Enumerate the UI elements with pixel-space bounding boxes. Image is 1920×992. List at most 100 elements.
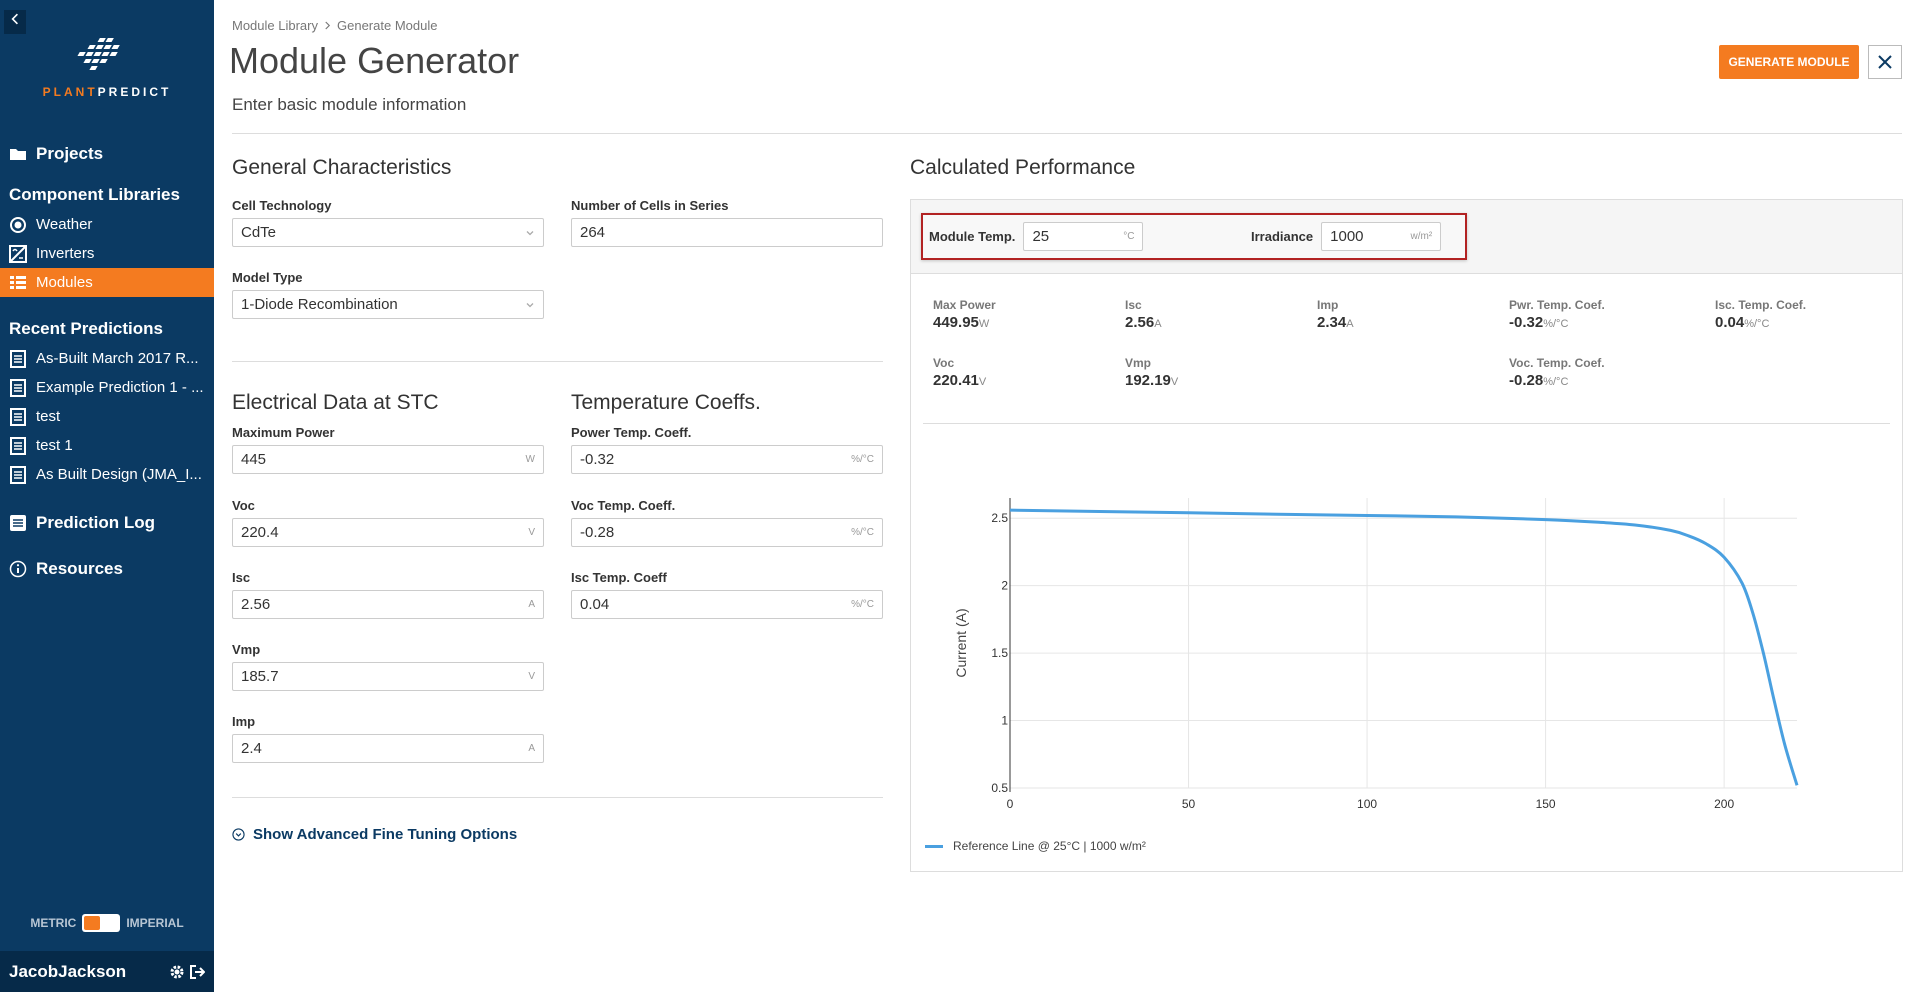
document-icon [9, 465, 27, 484]
module-temp-label: Module Temp. [929, 229, 1016, 244]
folder-icon [9, 145, 27, 163]
stat-isc: Isc 2.56A [1125, 298, 1162, 331]
nav-recent-predictions: Recent Predictions As-Built March 2017 R… [0, 314, 214, 489]
model-type-field: Model Type 1-Diode Recombination [232, 270, 544, 319]
recent-prediction-item[interactable]: As Built Design (JMA_I... [0, 460, 214, 489]
module-temp-group: Module Temp. 25 °C [929, 222, 1144, 251]
legend-swatch [925, 844, 943, 848]
close-icon [1878, 55, 1892, 69]
recent-predictions-heading: Recent Predictions [9, 319, 163, 338]
power-temp-coeff-input[interactable]: -0.32 %/°C [571, 445, 883, 474]
nav-projects[interactable]: Projects [0, 139, 214, 169]
vmp-label: Vmp [232, 642, 261, 657]
voc-temp-coeff-input[interactable]: -0.28 %/°C [571, 518, 883, 547]
cell-technology-label: Cell Technology [232, 198, 332, 213]
recent-prediction-item[interactable]: Example Prediction 1 - ... [0, 373, 214, 402]
isc-temp-coeff-input[interactable]: 0.04 %/°C [571, 590, 883, 619]
generate-module-button[interactable]: GENERATE MODULE [1719, 45, 1859, 79]
legend-label: Reference Line @ 25°C | 1000 w/m² [953, 839, 1146, 853]
page-title: Module Generator [229, 40, 520, 81]
module-temp-input[interactable]: 25 °C [1023, 222, 1144, 251]
power-temp-coeff-label: Power Temp. Coeff. [571, 425, 692, 440]
nav-main: Projects [0, 139, 214, 169]
imp-input[interactable]: 2.4 A [232, 734, 544, 763]
isc-label: Isc [232, 570, 251, 585]
recent-prediction-item[interactable]: As-Built March 2017 R... [0, 344, 214, 373]
nav-item-inverters[interactable]: Inverters [0, 239, 214, 268]
gear-icon[interactable] [169, 964, 185, 980]
metric-label: METRIC [30, 916, 77, 930]
weather-icon [9, 216, 27, 234]
chevron-left-icon [11, 13, 18, 25]
y-tick-label: 0.5 [991, 781, 1008, 795]
user-bar: JacobJackson [0, 951, 214, 992]
main-content: Module Library Generate Module Module Ge… [214, 0, 1920, 992]
y-tick-label: 1.5 [991, 646, 1008, 660]
performance-panel: Module Temp. 25 °C Irradiance 1000 w/m² Ma… [910, 199, 1903, 872]
model-type-label: Model Type [232, 270, 303, 285]
chevron-down-icon [526, 230, 534, 235]
stat-voc: Voc 220.41V [933, 356, 987, 389]
maximum-power-input[interactable]: 445 W [232, 445, 544, 474]
show-advanced-options-link[interactable]: Show Advanced Fine Tuning Options [232, 826, 517, 843]
cell-technology-select[interactable]: CdTe [232, 218, 544, 247]
cell-technology-field: Cell Technology CdTe [232, 198, 544, 247]
nav-item-modules[interactable]: Modules [0, 268, 214, 297]
nav-prediction-log-section: Prediction Log [0, 508, 214, 538]
chevron-circle-down-icon [232, 828, 245, 841]
modules-icon [9, 274, 27, 292]
info-icon [9, 560, 27, 578]
voc-field: Voc 220.4 V [232, 498, 544, 547]
collapse-sidebar-button[interactable] [4, 10, 26, 34]
recent-prediction-item[interactable]: test 1 [0, 431, 214, 460]
unit-toggle: METRIC IMPERIAL [0, 914, 214, 932]
nav-prediction-log[interactable]: Prediction Log [0, 508, 214, 538]
irradiance-group: Irradiance 1000 w/m² [1251, 222, 1442, 251]
stat-max-power: Max Power 449.95W [933, 298, 996, 331]
cells-in-series-field: Number of Cells in Series 264 [571, 198, 883, 247]
nav-resources-section: Resources [0, 554, 214, 584]
model-type-select[interactable]: 1-Diode Recombination [232, 290, 544, 319]
document-icon [9, 378, 27, 397]
voc-input[interactable]: 220.4 V [232, 518, 544, 547]
stat-pwr-temp-coef: Pwr. Temp. Coef. -0.32%/°C [1509, 298, 1605, 331]
isc-temp-coeff-field: Isc Temp. Coeff 0.04 %/°C [571, 570, 883, 619]
stat-isc-temp-coef: Isc. Temp. Coef. 0.04%/°C [1715, 298, 1807, 331]
vmp-field: Vmp 185.7 V [232, 642, 544, 691]
y-tick-label: 2.5 [991, 511, 1008, 525]
y-axis-label: Current (A) [953, 608, 969, 677]
maximum-power-label: Maximum Power [232, 425, 335, 440]
x-tick-label: 200 [1714, 797, 1734, 811]
sidebar: PLANTPREDICT Projects Component Librarie… [0, 0, 214, 992]
iv-curve-line [1009, 508, 1799, 786]
nav-resources[interactable]: Resources [0, 554, 214, 584]
user-name: JacobJackson [9, 961, 127, 981]
temperature-coeffs-title: Temperature Coeffs. [571, 391, 761, 414]
voc-temp-coeff-label: Voc Temp. Coeff. [571, 498, 676, 513]
close-button[interactable] [1868, 45, 1902, 79]
y-tick-label: 1 [1001, 714, 1008, 728]
vmp-input[interactable]: 185.7 V [232, 662, 544, 691]
imperial-label: IMPERIAL [126, 916, 184, 930]
document-icon [9, 407, 27, 426]
cells-in-series-label: Number of Cells in Series [571, 198, 729, 213]
breadcrumb-module-library[interactable]: Module Library [232, 18, 318, 33]
imp-label: Imp [232, 714, 256, 729]
irradiance-input[interactable]: 1000 w/m² [1321, 222, 1442, 251]
chevron-down-icon [526, 302, 534, 307]
nav-item-weather[interactable]: Weather [0, 210, 214, 239]
cells-in-series-input[interactable]: 264 [571, 218, 883, 247]
general-characteristics-title: General Characteristics [232, 156, 452, 179]
logout-icon[interactable] [189, 964, 205, 980]
logo: PLANTPREDICT [0, 36, 214, 99]
x-tick-label: 150 [1536, 797, 1556, 811]
isc-input[interactable]: 2.56 A [232, 590, 544, 619]
divider [232, 797, 883, 798]
performance-conditions-bar: Module Temp. 25 °C Irradiance 1000 w/m² [911, 200, 1902, 274]
recent-prediction-item[interactable]: test [0, 402, 214, 431]
document-icon [9, 349, 27, 368]
nav-component-libraries: Component Libraries Weather Inverters Mo… [0, 180, 214, 297]
isc-temp-coeff-label: Isc Temp. Coeff [571, 570, 667, 585]
metric-imperial-toggle[interactable] [82, 914, 121, 932]
